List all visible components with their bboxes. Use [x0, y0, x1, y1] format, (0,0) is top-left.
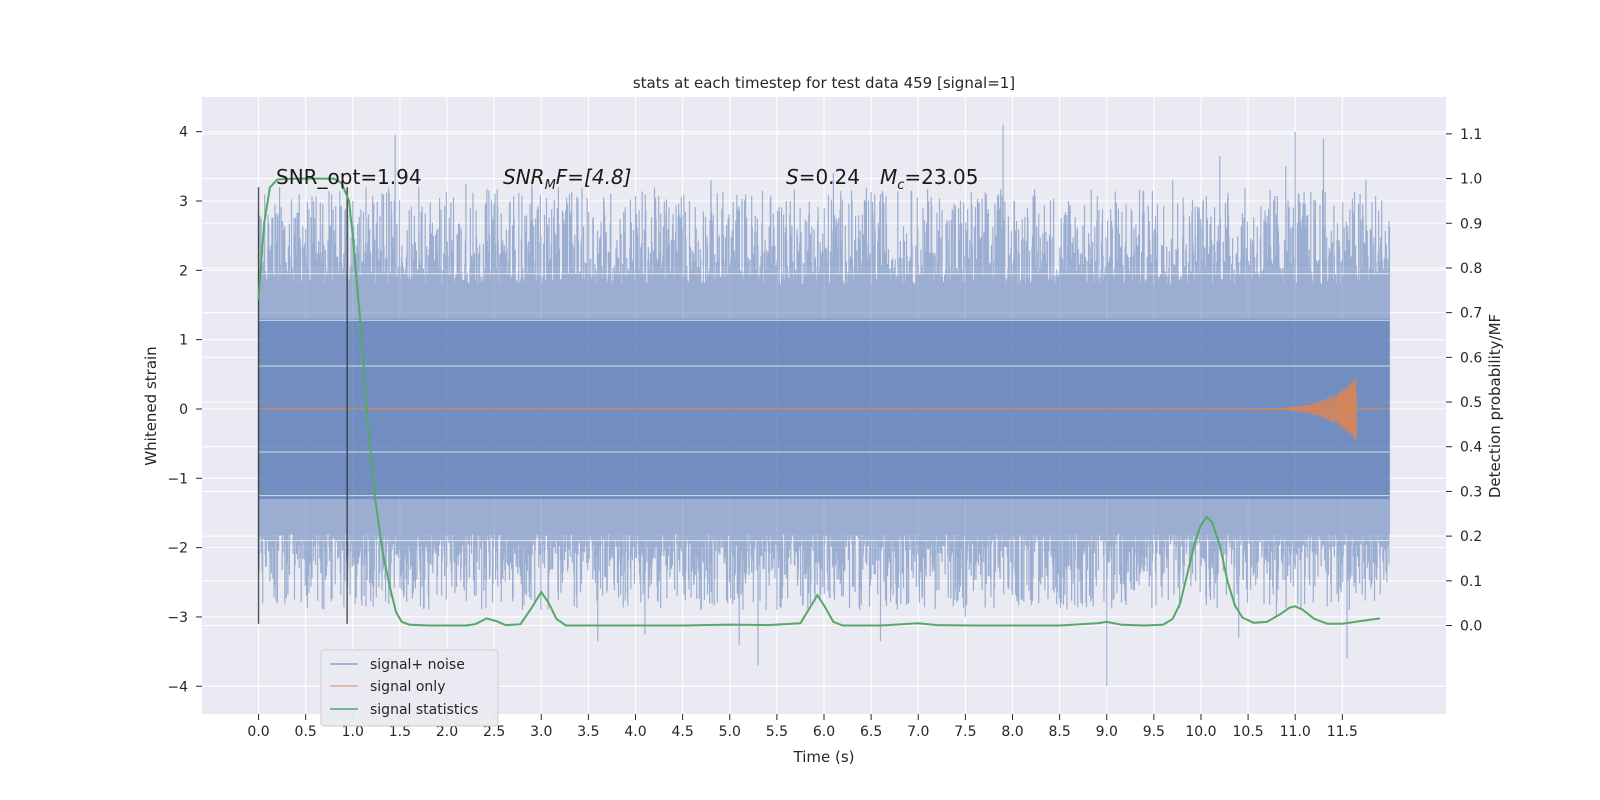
x-tick-label: 4.0 — [624, 724, 646, 740]
y2-tick-label: 1.0 — [1460, 172, 1482, 188]
y-tick-label: −1 — [167, 471, 188, 487]
y2-tick-label: 0.3 — [1460, 484, 1482, 500]
legend-box — [320, 649, 499, 727]
x-axis-label: Time (s) — [793, 748, 855, 766]
x-tick-label: 2.5 — [483, 724, 505, 740]
y2-tick-label: 0.9 — [1460, 216, 1482, 232]
x-tick-label: 7.0 — [907, 724, 929, 740]
x-tick-label: 3.0 — [530, 724, 552, 740]
annotation-snr-opt: SNR_opt=1.94 — [276, 165, 422, 189]
legend-label-signal: signal only — [370, 679, 445, 695]
x-tick-label: 4.5 — [672, 724, 694, 740]
y-tick-label: 2 — [179, 263, 188, 279]
legend-label-noise: signal+ noise — [370, 657, 465, 673]
y2-axis-label: Detection probability/MF — [1486, 314, 1504, 498]
x-tick-label: 8.5 — [1048, 724, 1070, 740]
x-tick-label: 9.0 — [1096, 724, 1118, 740]
x-tick-label: 9.5 — [1143, 724, 1165, 740]
x-tick-label: 11.5 — [1327, 724, 1358, 740]
x-tick-label: 6.0 — [813, 724, 835, 740]
legend-label-statistics: signal statistics — [370, 702, 478, 718]
statistics-series — [257, 177, 1381, 627]
y2-tick-label: 0.5 — [1460, 395, 1482, 411]
y-tick-label: −4 — [167, 679, 188, 695]
x-tick-label: 10.0 — [1185, 724, 1216, 740]
chart-title: stats at each timestep for test data 459… — [633, 74, 1015, 92]
legend: signal+ noise signal only signal statist… — [320, 649, 499, 727]
y-axis-label: Whitened strain — [142, 346, 160, 465]
y-tick-label: −3 — [167, 610, 188, 626]
vlines — [257, 187, 348, 624]
x-tick-label: 1.5 — [389, 724, 411, 740]
annotation-snr-mf: SNRMF=[4.8] — [503, 165, 631, 193]
signal-series — [258, 377, 1390, 441]
y2-tick-label: 0.4 — [1460, 440, 1482, 456]
y-ticks: 4 3 2 1 0 −1 −2 −3 −4 — [167, 125, 202, 695]
x-tick-label: 11.0 — [1280, 724, 1311, 740]
signal-chirp-envelope — [1337, 377, 1357, 441]
y2-tick-label: 0.1 — [1460, 574, 1482, 590]
annotations: SNR_opt=1.94 SNRMF=[4.8] S=0.24 Mc=23.05 — [276, 165, 978, 193]
x-tick-label: 10.5 — [1233, 724, 1264, 740]
y2-tick-label: 0.7 — [1460, 306, 1482, 322]
x-tick-label: 0.5 — [295, 724, 317, 740]
y2-ticks: 1.1 1.0 0.9 0.8 0.7 0.6 0.5 0.4 0.3 0.2 0.1 0.0 — [1446, 127, 1482, 635]
y2-tick-label: 1.1 — [1460, 127, 1482, 143]
x-tick-label: 0.0 — [247, 724, 269, 740]
y-tick-label: −2 — [167, 541, 188, 557]
x-tick-label: 3.5 — [577, 724, 599, 740]
y2-tick-label: 0.8 — [1460, 261, 1482, 277]
x-tick-label: 1.0 — [342, 724, 364, 740]
annotation-s: S=0.24 — [786, 165, 860, 189]
signal-chirp — [1257, 379, 1358, 439]
x-tick-label: 8.0 — [1001, 724, 1023, 740]
x-tick-label: 5.5 — [766, 724, 788, 740]
x-tick-label: 2.0 — [436, 724, 458, 740]
x-tick-label: 5.0 — [719, 724, 741, 740]
y2-tick-label: 0.2 — [1460, 529, 1482, 545]
x-tick-label: 6.5 — [860, 724, 882, 740]
y-tick-label: 4 — [179, 125, 188, 141]
x-tick-label: 7.5 — [954, 724, 976, 740]
annotation-mc: Mc=23.05 — [880, 165, 978, 193]
y-tick-label: 1 — [179, 333, 188, 349]
x-ticks: 0.0 0.5 1.0 1.5 2.0 2.5 3.0 3.5 4.0 4.5 5.0 5.5 6.0 6… — [247, 714, 1358, 740]
statistics-line — [257, 177, 1381, 627]
y2-tick-label: 0.6 — [1460, 350, 1482, 366]
y2-tick-label: 0.0 — [1460, 619, 1482, 635]
y-tick-label: 3 — [179, 194, 188, 210]
y-tick-label: 0 — [179, 402, 188, 418]
